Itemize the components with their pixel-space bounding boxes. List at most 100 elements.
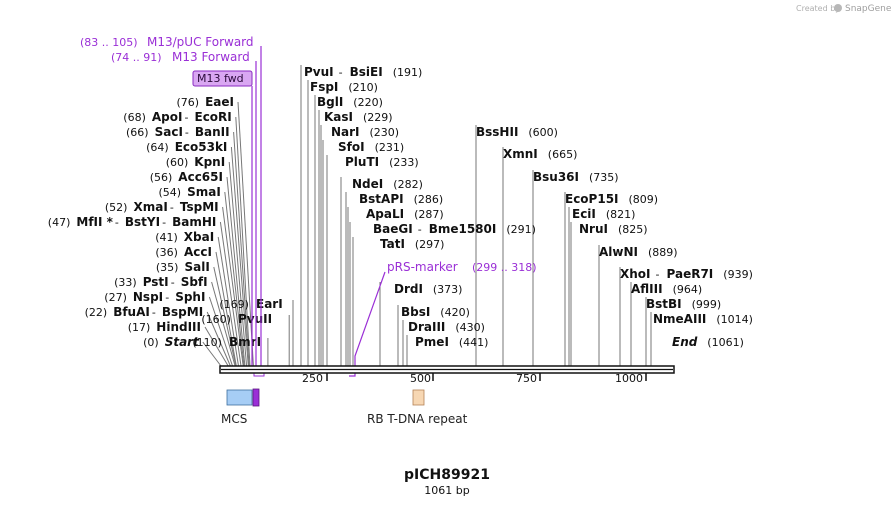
enzyme-name-pvui[interactable]: PvuI [304, 65, 334, 79]
enzyme-name-tati[interactable]: TatI [380, 237, 405, 251]
enzyme-name-kpni[interactable]: KpnI [194, 155, 225, 169]
mcs-feature-box[interactable] [226, 389, 253, 406]
enzyme-name-nspi[interactable]: NspI [133, 290, 163, 304]
enzyme-name-pvuii[interactable]: PvuII [238, 312, 272, 326]
enzyme-name-kasi[interactable]: KasI [324, 110, 353, 124]
enzyme-name-hindiii[interactable]: HindIII [156, 320, 201, 334]
enzyme-name-bsu36i[interactable]: Bsu36I [533, 170, 579, 184]
prs-marker-range: (299 .. 318) [472, 261, 537, 274]
enzyme-name-alwni[interactable]: AlwNI [599, 245, 638, 259]
enzyme-name-nrui[interactable]: NruI [579, 222, 608, 236]
feature-track: MCS RB T-DNA repeat [221, 388, 468, 426]
m13-puc-forward-label[interactable]: M13/pUC Forward [147, 35, 254, 49]
enzyme-name-ndei[interactable]: NdeI [352, 177, 383, 191]
enzyme-name-baegi[interactable]: BaeGI [373, 222, 413, 236]
enzyme-position: (36) [155, 246, 178, 259]
enzyme-position: (441) [459, 336, 489, 349]
ruler-label-1000: 1000 [615, 372, 643, 385]
enzyme-name-sfoi[interactable]: SfoI [338, 140, 365, 154]
enzyme-name-bgli[interactable]: BglI [317, 95, 343, 109]
enzyme-name-xbai[interactable]: XbaI [184, 230, 214, 244]
enzyme-name-smai[interactable]: SmaI [187, 185, 221, 199]
enzyme-name-bsshii[interactable]: BssHII [476, 125, 518, 139]
cut-line-saci [233, 131, 250, 367]
enzyme-name-bspmi[interactable]: BspMI [162, 305, 203, 319]
enzyme-name-bamhi[interactable]: BamHI [172, 215, 216, 229]
enzyme-position: (297) [415, 238, 445, 251]
m13-fwd-primer-box[interactable] [192, 70, 253, 87]
enzyme-name-pmei[interactable]: PmeI [415, 335, 449, 349]
enzyme-position: (999) [692, 298, 722, 311]
enzyme-name-sali[interactable]: SalI [185, 260, 210, 274]
enzyme-name-pluti[interactable]: PluTI [345, 155, 379, 169]
enzyme-name-fspi[interactable]: FspI [310, 80, 338, 94]
enzyme-name-bstapi[interactable]: BstAPI [359, 192, 404, 206]
enzyme-name-eaei[interactable]: EaeI [205, 95, 234, 109]
enzyme-name-xmai[interactable]: XmaI [134, 200, 168, 214]
enzyme-position: (825) [618, 223, 648, 236]
enzyme-position: (430) [455, 321, 485, 334]
prs-marker-label[interactable]: pRS-marker [387, 260, 458, 274]
enzyme-position: (220) [353, 96, 383, 109]
enzyme-name-acc65i[interactable]: Acc65I [178, 170, 223, 184]
m13-primer-feature-box[interactable] [252, 388, 260, 407]
enzyme-name-draiii[interactable]: DraIII [408, 320, 445, 334]
ruler-label-750: 750 [516, 372, 537, 385]
enzyme-position: (60) [166, 156, 189, 169]
enzyme-name-mfii[interactable]: MfII * [76, 215, 113, 229]
enzyme-name-acci[interactable]: AccI [184, 245, 212, 259]
enzyme-name-eco53ki[interactable]: Eco53kI [175, 140, 228, 154]
enzyme-name-afliii[interactable]: AflIII [631, 282, 663, 296]
enzyme-position: (233) [389, 156, 419, 169]
rb-repeat-feature-box[interactable] [412, 389, 425, 406]
enzyme-name-apoi[interactable]: ApoI [152, 110, 183, 124]
enzyme-name-end[interactable]: End [672, 335, 698, 349]
svg-text:End: End [0, 0, 25, 3]
enzyme-name-sphi[interactable]: SphI [175, 290, 205, 304]
enzyme-separator: - [162, 216, 166, 229]
enzyme-name-ecop15i[interactable]: EcoP15I [565, 192, 619, 206]
enzyme-position: (41) [155, 231, 178, 244]
plasmid-name: pICH89921 [404, 467, 490, 483]
enzyme-name-ecori[interactable]: EcoRI [195, 110, 232, 124]
enzyme-name-psti[interactable]: PstI [143, 275, 169, 289]
enzyme-name-bme1580i[interactable]: Bme1580I [429, 222, 497, 236]
enzyme-name-bstyi[interactable]: BstYI [125, 215, 160, 229]
enzyme-name-start[interactable]: Start [165, 335, 200, 349]
enzyme-name-bsiei[interactable]: BsiEI [350, 65, 383, 79]
enzyme-name-saci[interactable]: SacI [155, 125, 183, 139]
enzyme-position: (821) [606, 208, 636, 221]
enzyme-name-bstbi[interactable]: BstBI [646, 297, 682, 311]
enzyme-name-bfuai[interactable]: BfuAI [113, 305, 150, 319]
enzyme-position: (35) [156, 261, 179, 274]
enzyme-name-nmeaiii[interactable]: NmeAIII [653, 312, 706, 326]
enzyme-name-tspmi[interactable]: TspMI [180, 200, 219, 214]
enzyme-position: (809) [629, 193, 659, 206]
enzyme-position: (889) [648, 246, 678, 259]
enzyme-name-banii[interactable]: BanII [195, 125, 230, 139]
enzyme-name-ecii[interactable]: EciI [572, 207, 596, 221]
enzyme-position: (17) [128, 321, 151, 334]
cut-line-acc65i [226, 176, 246, 367]
m13-forward-label[interactable]: M13 Forward [172, 50, 250, 64]
enzyme-name-xmni[interactable]: XmnI [503, 147, 538, 161]
enzyme-name-nari[interactable]: NarI [331, 125, 360, 139]
enzyme-position: (27) [104, 291, 127, 304]
enzyme-name-bbsi[interactable]: BbsI [401, 305, 430, 319]
cut-line-hindiii [204, 326, 229, 367]
m13-fwd-primer-label: M13 fwd [197, 72, 244, 85]
enzyme-name-sbfi[interactable]: SbfI [181, 275, 208, 289]
enzyme-name-eari[interactable]: EarI [256, 297, 283, 311]
enzyme-name-paer7i[interactable]: PaeR7I [667, 267, 714, 281]
prs-marker-group: pRS-marker (299 .. 318) [349, 260, 537, 377]
enzyme-position: (735) [589, 171, 619, 184]
enzyme-position: (160) [201, 313, 231, 326]
enzyme-name-xhoi[interactable]: XhoI [620, 267, 651, 281]
enzyme-name-drdi[interactable]: DrdI [394, 282, 423, 296]
enzyme-position: (169) [219, 298, 249, 311]
enzyme-position: (665) [548, 148, 578, 161]
enzyme-position: (110) [192, 336, 222, 349]
enzyme-position: (282) [393, 178, 423, 191]
enzyme-name-apali[interactable]: ApaLI [366, 207, 404, 221]
enzyme-name-bmri[interactable]: BmrI [229, 335, 261, 349]
